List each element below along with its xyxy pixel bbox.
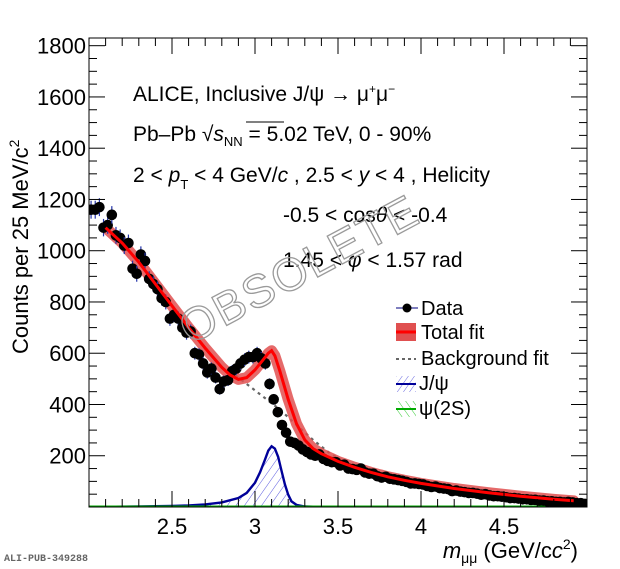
y-tick-label: 1400 [37,136,86,161]
data-point [268,394,279,405]
data-point [264,378,275,390]
legend-label-total-fit: Total fit [421,322,485,344]
x-tick-label: 4 [415,514,427,539]
publication-id-stamp: ALI-PUB-349288 [4,554,88,565]
x-tick-label: 3 [249,514,261,539]
data-point [193,349,205,360]
data-point [131,268,143,280]
data-point [106,209,118,221]
y-tick-label: 200 [49,444,86,469]
legend: Data Total fit Background fit J/ψ ψ(2S) [396,298,549,420]
data-point [272,406,284,418]
data-point [102,219,113,231]
x-axis-title: mμμ (GeV/cc2) [443,536,578,566]
jpsi-curve [89,444,587,507]
y-tick-label: 1600 [37,85,86,110]
y-tick-label: 600 [49,341,86,366]
legend-item-background-fit: Background fit [396,348,549,370]
legend-label-jpsi: J/ψ [419,373,449,395]
x-tick-label: 2.5 [157,514,188,539]
data-point [280,427,292,438]
data-point [206,363,217,374]
data-point [579,498,587,507]
data-point [210,372,221,383]
data-point [197,358,209,369]
annotation-line-3: 2 < pT < 4 GeV/c , 2.5 < y < 4 , Helicit… [133,164,491,192]
y-tick-label: 1000 [37,239,86,264]
y-tick-label: 1200 [37,187,86,212]
annotation-line-5: 1.45 < φ < 1.57 rad [283,249,463,272]
data-point [222,374,234,386]
legend-item-data: Data [396,298,464,320]
plot-area [89,198,587,507]
x-tick-label: 3.5 [323,514,354,539]
legend-item-psi2s: ψ(2S) [396,398,471,420]
annotation-line-2: Pb–Pb √sNN = 5.02 TeV, 0 - 90% [133,123,431,149]
legend-data-marker [402,303,412,313]
total-fit-curve [104,226,574,503]
legend-label-background-fit: Background fit [421,348,549,370]
data-point [94,201,105,213]
x-tick-labels: 2.5 3 3.5 4 4.5 [157,514,520,539]
annotation-line-4: -0.5 < cosθ < -0.4 [283,204,448,227]
legend-item-total-fit: Total fit [396,322,485,344]
annotation-line-1: ALICE, Inclusive J/ψ → μ+μ− [133,82,395,106]
legend-label-psi2s: ψ(2S) [419,398,471,420]
y-tick-labels: 200 400 600 800 1000 1200 1400 1600 1800 [37,34,86,469]
y-tick-label: 1800 [37,34,86,59]
legend-item-jpsi: J/ψ [396,373,449,395]
x-tick-label: 4.5 [489,514,520,539]
y-tick-label: 400 [49,392,86,417]
data-point [139,255,151,267]
y-tick-label: 800 [49,290,86,315]
legend-label-data: Data [421,298,464,320]
y-axis-title: Counts per 25 MeV/c2 [6,139,33,354]
axis-ticks [88,38,588,508]
